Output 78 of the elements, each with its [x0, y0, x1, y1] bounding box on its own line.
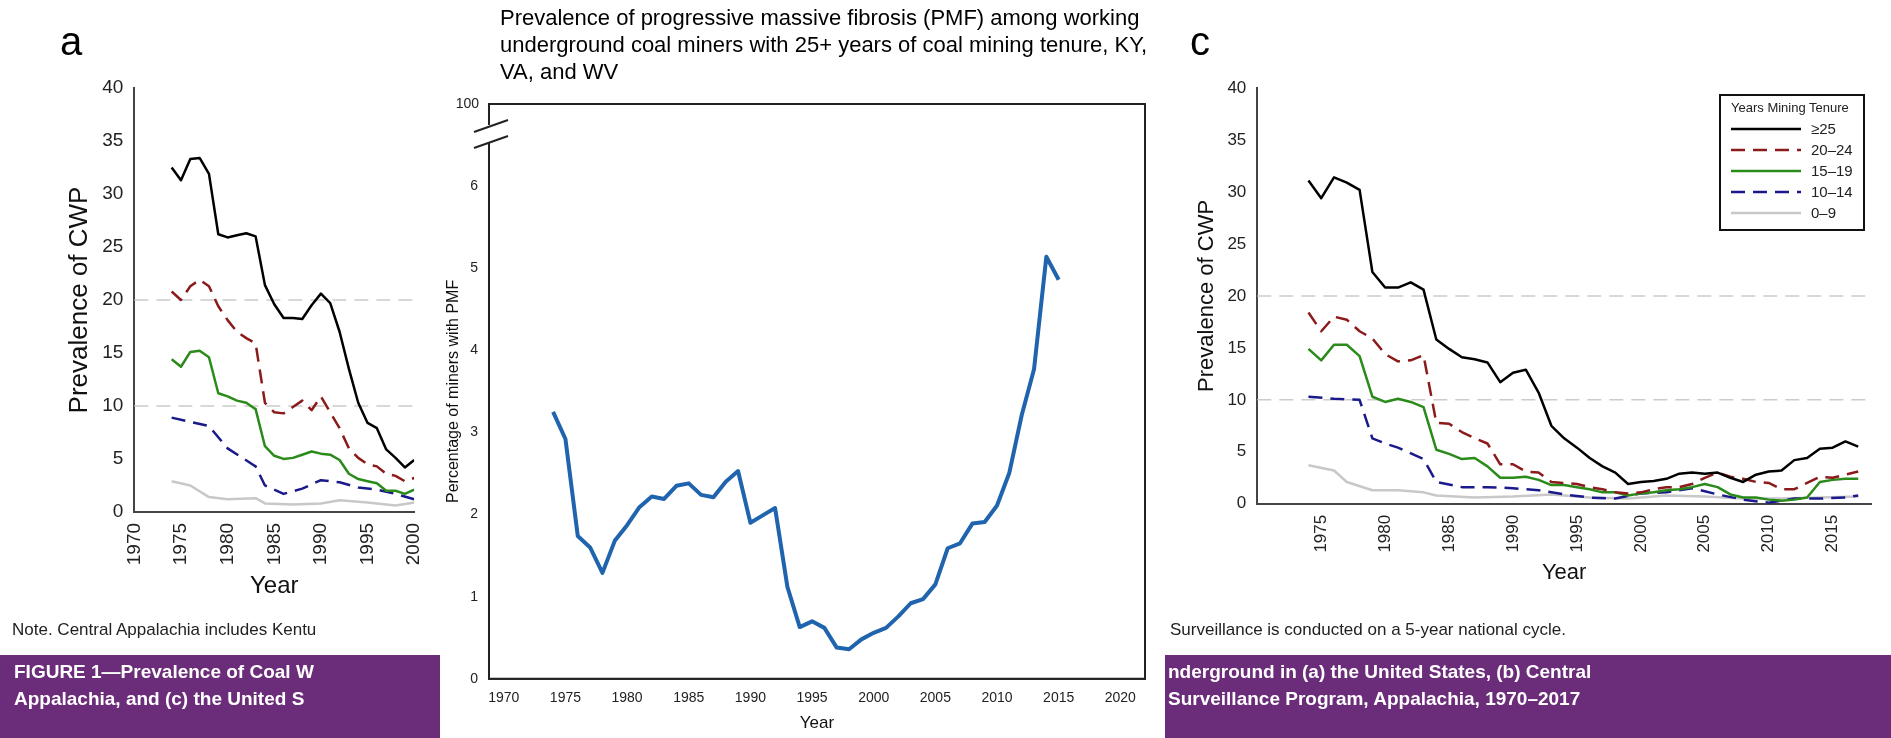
x-tick-label: 1990	[1502, 514, 1522, 553]
x-tick-label: 1995	[796, 689, 828, 706]
y-tick-label: 6	[470, 176, 479, 193]
legend-label: 0–9	[1811, 204, 1837, 221]
y-axis-title: Prevalence of CWP	[62, 186, 93, 414]
y-tick-label: 25	[1227, 233, 1247, 253]
y-axis-title: Percentage of miners with PMF	[444, 279, 462, 503]
text: 100	[455, 94, 480, 111]
x-tick-label: 1985	[262, 522, 284, 566]
text: Surveillance is conducted on a 5-year national cycle.	[1170, 620, 1566, 640]
x-tick-label: 2010	[981, 689, 1013, 706]
x-tick-label: 1980	[1374, 514, 1394, 553]
x-tick-label: 1990	[734, 689, 767, 706]
x-axis-title: Year	[250, 571, 299, 599]
y-tick-label: 25	[102, 235, 124, 257]
y-tick-label: 20	[1227, 285, 1247, 305]
legend-label: 15–19	[1811, 162, 1853, 179]
x-tick-label: 1975	[549, 689, 582, 706]
x-tick-label: 1975	[169, 522, 191, 566]
y-tick-label: 10	[102, 394, 124, 416]
x-tick-label: 2015	[1043, 689, 1075, 706]
y-tick-label: 0	[470, 669, 479, 686]
chart-title: a	[60, 19, 83, 64]
x-tick-label: 1980	[215, 522, 237, 566]
legend-label: 10–14	[1811, 183, 1853, 200]
y-tick-label: 5	[112, 447, 124, 469]
y-tick-label: 0	[1236, 493, 1247, 513]
y-tick-label: 15	[1227, 337, 1247, 357]
y-tick-label: 30	[102, 182, 124, 204]
x-tick-label: 2010	[1758, 514, 1778, 553]
y-tick-label: 0	[112, 500, 124, 522]
text: Appalachia, and (c) the United S	[14, 687, 305, 711]
legend-title: Years Mining Tenure	[1731, 100, 1850, 115]
x-tick-label: 1970	[122, 522, 144, 566]
x-tick-label: 2015	[1822, 514, 1842, 553]
y-tick-label: 15	[102, 341, 124, 363]
y-tick-label: 2	[470, 505, 479, 522]
y-tick-label: 30	[1227, 181, 1247, 201]
y-axis-title: Prevalence of CWP	[1193, 199, 1219, 392]
legend-label: ≥25	[1811, 120, 1836, 137]
y-tick-label: 10	[1227, 389, 1247, 409]
y-tick-label: 40	[102, 76, 124, 98]
y-tick-label: 5	[1236, 441, 1247, 461]
line-series	[170, 416, 415, 501]
caption: FIGURE 1—Prevalence of Coal W	[14, 660, 314, 684]
y-tick-label: 1	[470, 587, 479, 604]
text: Note. Central Appalachia includes Kentu	[12, 620, 317, 640]
x-tick-label: 1975	[1310, 514, 1330, 553]
line-series	[1307, 395, 1860, 504]
x-tick-label: 2005	[1694, 514, 1714, 553]
y-tick-label: 4	[470, 341, 479, 358]
x-tick-label: 2005	[919, 689, 952, 706]
x-axis-title: Year	[1541, 558, 1587, 584]
y-tick-label: 5	[470, 259, 479, 276]
y-tick-label: 40	[1227, 77, 1247, 97]
line-series	[1307, 311, 1860, 495]
x-tick-label: 1995	[1566, 514, 1586, 553]
x-tick-label: 2000	[1630, 514, 1650, 553]
x-tick-label: 1995	[355, 522, 377, 566]
legend-label: 20–24	[1811, 141, 1853, 158]
x-tick-label: 1990	[309, 522, 331, 566]
y-tick-label: 35	[102, 129, 124, 151]
text: nderground in (a) the United States, (b) Central	[1168, 660, 1592, 684]
x-axis-title: Year	[799, 713, 835, 733]
x-tick-label: 2000	[402, 522, 424, 566]
x-tick-label: 1985	[1438, 514, 1458, 553]
chart-title: c	[1190, 19, 1210, 64]
y-tick-label: 35	[1227, 129, 1247, 149]
chart-title: Prevalence of progressive massive fibrosis (PMF) among working underground coal miners with 25+ years of coal mining tenure, KY, VA, and WV	[500, 4, 1149, 85]
x-tick-label: 1970	[488, 689, 520, 706]
y-tick-label: 20	[102, 288, 124, 310]
x-tick-label: 1985	[673, 689, 705, 706]
x-tick-label: 1980	[611, 689, 643, 706]
x-tick-label: 2000	[858, 689, 890, 706]
text: Surveillance Program, Appalachia, 1970–2017	[1168, 687, 1581, 711]
line-series	[170, 278, 415, 483]
x-tick-label: 2020	[1104, 689, 1137, 706]
y-tick-label: 3	[470, 423, 479, 440]
